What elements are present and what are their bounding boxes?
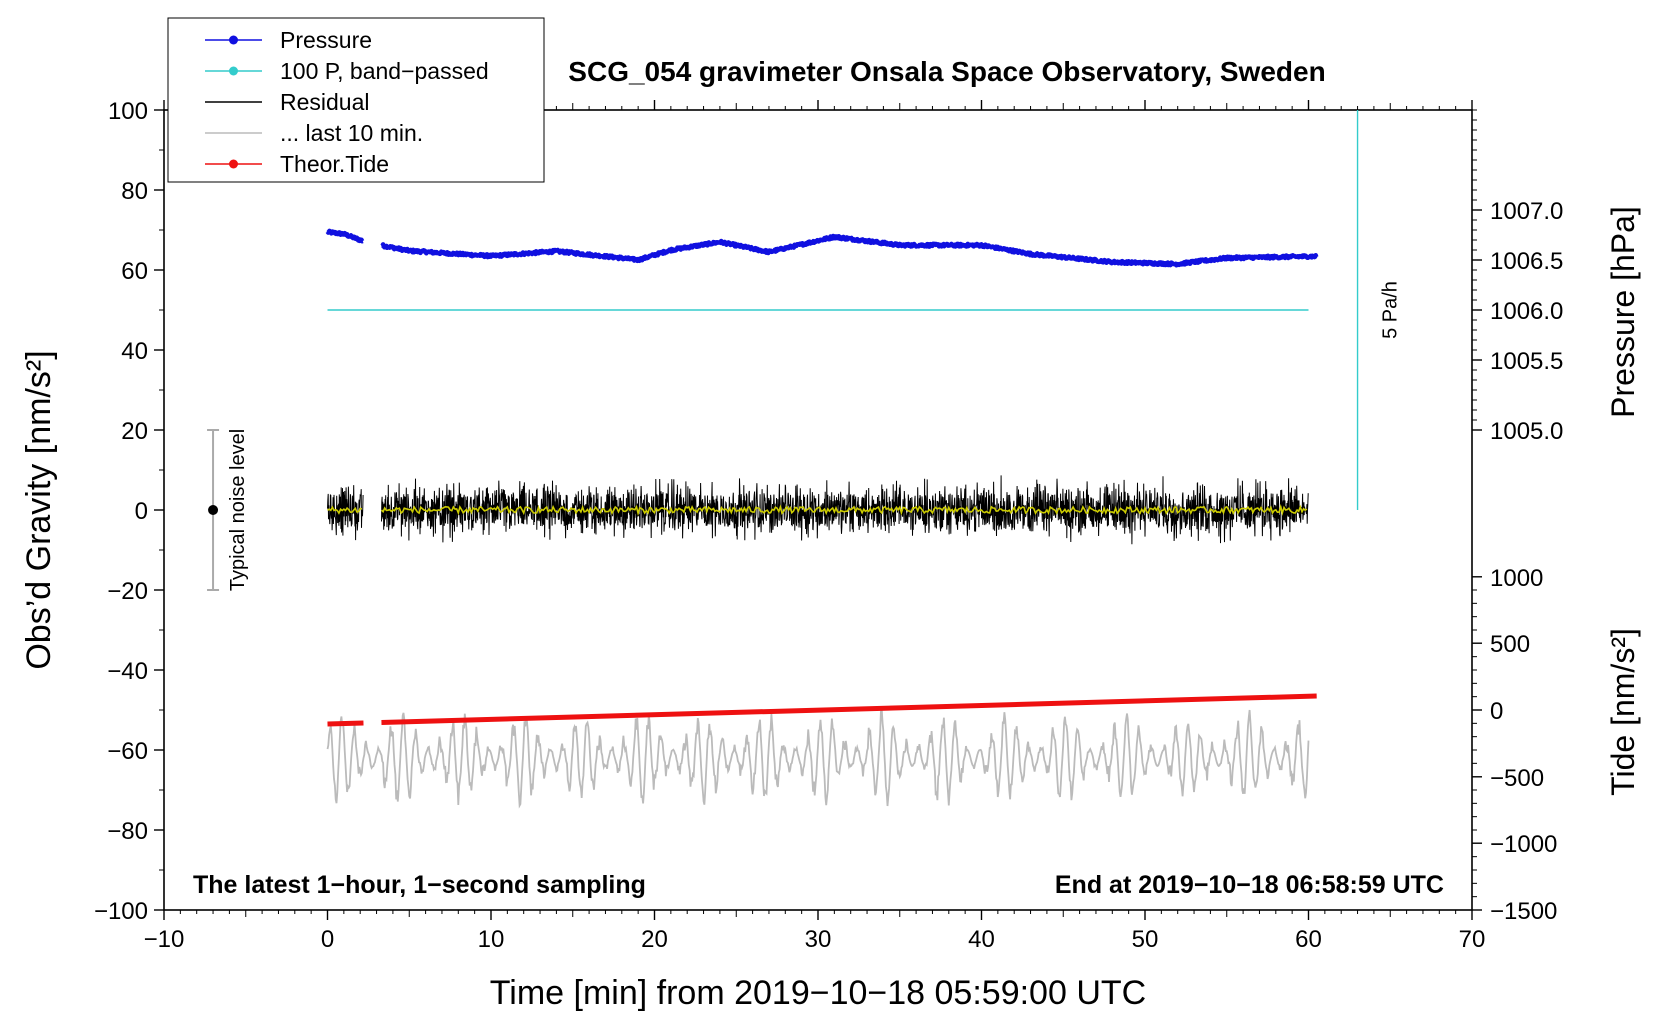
legend: Pressure 100 P, band−passed Residual ... la… xyxy=(167,17,545,183)
x-tick-label: 10 xyxy=(478,926,505,953)
y-tick-label: −40 xyxy=(107,658,148,685)
y-tick-label: −60 xyxy=(107,738,148,765)
y-axis-title-left: Obs’d Gravity [nm/s²] xyxy=(20,350,58,669)
tide-series xyxy=(327,720,364,727)
x-tick-label: 70 xyxy=(1459,926,1486,953)
tide-tick-label: −1500 xyxy=(1490,898,1557,925)
y-tick-label: −100 xyxy=(94,898,148,925)
annotation-layer: Typical noise level 5 Pa/h xyxy=(207,110,1402,591)
pressure-tick-label: 1006.0 xyxy=(1490,298,1563,325)
x-tick-label: −10 xyxy=(144,926,185,953)
series-layer xyxy=(325,228,1319,809)
x-tick-label: 20 xyxy=(641,926,668,953)
tide-tick-label: −500 xyxy=(1490,765,1544,792)
y-tick-label: 60 xyxy=(121,258,148,285)
y-axis-ticks: −100 −80 −60 −40 −20 0 20 40 60 80 100 xyxy=(94,98,164,925)
x-tick-label: 40 xyxy=(968,926,995,953)
y-tick-label: −80 xyxy=(107,818,148,845)
x-tick-label: 0 xyxy=(321,926,334,953)
residual-smoothed-series xyxy=(327,503,1308,517)
tide-tick-label: 1000 xyxy=(1490,565,1543,592)
y-tick-label: 20 xyxy=(121,418,148,445)
legend-marker xyxy=(229,66,238,76)
x-axis-ticks: −10 0 10 20 30 40 50 60 70 xyxy=(144,100,1486,953)
x-tick-label: 30 xyxy=(805,926,832,953)
legend-label: Pressure xyxy=(280,27,372,53)
pressure-axis-ticks: 1005.0 1005.5 1006.0 1006.5 1007.0 xyxy=(1472,109,1563,445)
legend-box xyxy=(167,17,545,183)
pressure-tick-label: 1007.0 xyxy=(1490,198,1563,225)
legend-marker xyxy=(229,35,238,45)
y-tick-label: 80 xyxy=(121,178,148,205)
noise-level-label: Typical noise level xyxy=(227,429,249,591)
y-tick-label: 0 xyxy=(135,498,148,525)
pressure-tick-label: 1005.0 xyxy=(1490,418,1563,445)
legend-marker xyxy=(229,159,238,169)
y-tick-label: 100 xyxy=(108,98,148,125)
x-tick-label: 60 xyxy=(1295,926,1322,953)
tide-series-segment xyxy=(381,693,1317,725)
x-tick-label: 50 xyxy=(1132,926,1159,953)
bottom-right-caption: End at 2019−10−18 06:58:59 UTC xyxy=(1055,871,1444,899)
tide-tick-label: 500 xyxy=(1490,631,1530,658)
last10min-series xyxy=(326,707,1310,809)
tide-tick-label: −1000 xyxy=(1490,831,1557,858)
pressure-tick-label: 1006.5 xyxy=(1490,248,1563,275)
y-axis-title-pressure: Pressure [hPa] xyxy=(1605,206,1641,418)
legend-label: Residual xyxy=(280,89,370,115)
x-axis-title: Time [min] from 2019−10−18 05:59:00 UTC xyxy=(490,974,1146,1012)
noise-level-dot xyxy=(208,505,219,515)
chart-title: SCG_054 gravimeter Onsala Space Observat… xyxy=(568,56,1325,87)
residual-series xyxy=(327,475,1309,545)
tide-axis-ticks: −1500 −1000 −500 0 500 1000 xyxy=(1472,565,1557,925)
pressure-tick-label: 1005.5 xyxy=(1490,348,1563,375)
y-tick-label: −20 xyxy=(107,578,148,605)
y-tick-label: 40 xyxy=(121,338,148,365)
legend-label: Theor.Tide xyxy=(280,151,389,177)
y-axis-title-tide: Tide [nm/s²] xyxy=(1605,628,1641,796)
rate-label: 5 Pa/h xyxy=(1380,281,1402,339)
legend-label: ... last 10 min. xyxy=(280,120,423,146)
pressure-series xyxy=(325,228,1319,268)
tide-tick-label: 0 xyxy=(1490,698,1503,725)
bottom-left-caption: The latest 1−hour, 1−second sampling xyxy=(193,871,646,899)
legend-label: 100 P, band−passed xyxy=(280,58,489,84)
